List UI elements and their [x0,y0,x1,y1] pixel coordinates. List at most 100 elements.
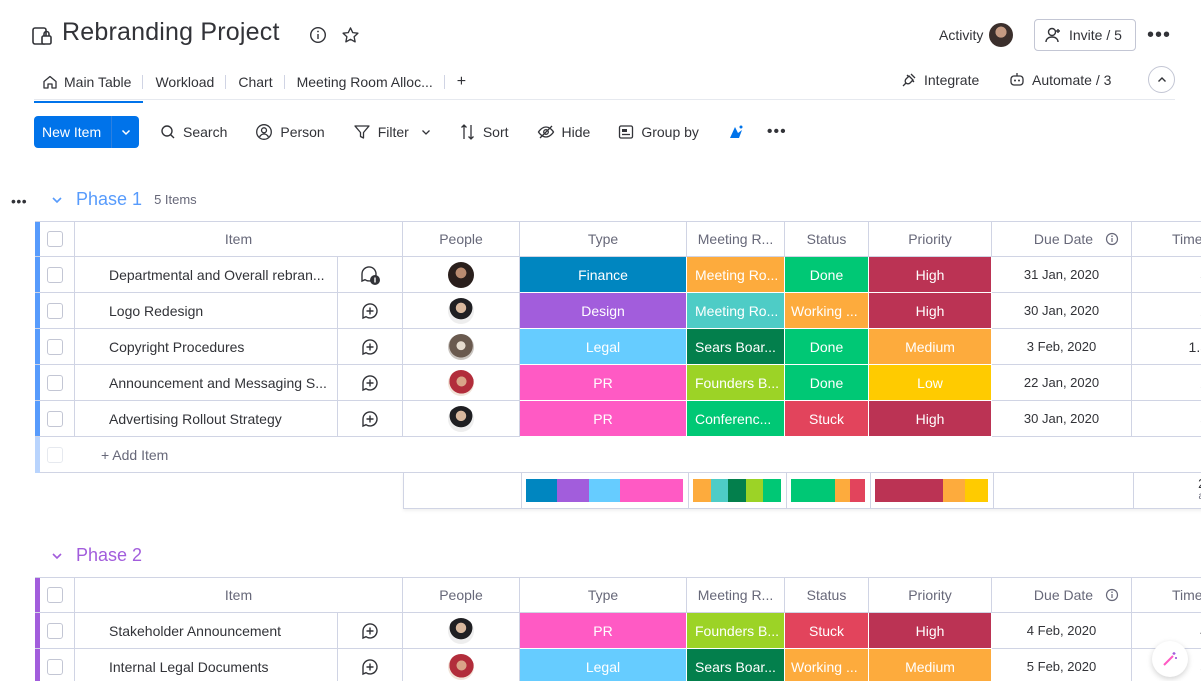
due-date-cell[interactable]: 31 Jan, 2020 [992,257,1132,293]
group-header-phase2[interactable]: Phase 2 [50,545,142,566]
conversation-count-icon[interactable] [359,264,381,286]
group-header-phase1[interactable]: Phase 1 5 Items [50,189,197,210]
people-cell[interactable] [403,257,520,293]
tab-main-table[interactable]: Main Table [34,67,144,103]
activity-button[interactable]: Activity [939,23,1014,47]
more-options-button[interactable]: ••• [767,123,787,141]
item-name-cell[interactable]: Stakeholder Announcement [75,613,338,649]
chevron-down-icon[interactable] [111,116,139,148]
meeting-room-label[interactable]: Meeting Ro... [687,257,785,293]
due-date-cell[interactable]: 30 Jan, 2020 [992,293,1132,329]
due-date-cell[interactable]: 4 Feb, 2020 [992,613,1132,649]
type-summary-bar[interactable] [526,479,683,502]
checkbox[interactable] [46,338,63,355]
board-title[interactable]: Rebranding Project [62,18,280,46]
item-name[interactable]: Copyright Procedures [109,338,245,355]
status-label[interactable]: Done [785,329,869,365]
add-update-icon[interactable] [360,409,380,429]
priority-label[interactable]: Low [869,365,992,401]
group-title[interactable]: Phase 2 [76,545,143,565]
checkbox[interactable] [46,587,63,603]
checkbox[interactable] [46,231,63,247]
type-status-label[interactable]: PR [520,401,687,437]
more-icon[interactable]: ••• [1147,23,1172,46]
updates-cell[interactable] [338,649,403,681]
invite-button[interactable]: Invite / 5 [1034,19,1136,51]
column-header-status[interactable]: Status [785,577,869,613]
item-name[interactable]: Internal Legal Documents [109,658,269,675]
info-icon[interactable] [308,25,328,45]
checkbox[interactable] [46,302,63,319]
add-item-label[interactable]: + Add Item [101,446,169,463]
status-label[interactable]: Working ... [785,293,869,329]
column-header-meeting[interactable]: Meeting R... [687,221,785,257]
type-status-label[interactable]: Legal [520,329,687,365]
status-label[interactable]: Stuck [785,613,869,649]
meeting-room-label[interactable]: Meeting Ro... [687,293,785,329]
people-cell[interactable] [403,293,520,329]
meeting-summary-bar[interactable] [693,479,781,502]
column-header-due[interactable]: Due Date [992,221,1132,257]
integrate-button[interactable]: Integrate [900,69,979,91]
checkbox[interactable] [47,446,63,463]
due-date-cell[interactable]: 5 Feb, 2020 [992,649,1132,681]
group-by-button[interactable]: Group by [618,124,699,140]
star-icon[interactable] [340,25,360,45]
people-cell[interactable] [403,365,520,401]
item-name[interactable]: Advertising Rollout Strategy [109,410,282,427]
select-all-checkbox[interactable] [35,577,75,613]
chevron-down-icon[interactable] [420,126,432,138]
add-tab-button[interactable]: + [445,67,478,97]
add-update-icon[interactable] [360,657,380,677]
item-name[interactable]: Logo Redesign [109,302,204,319]
floating-help-button[interactable] [1152,641,1188,677]
column-header-time[interactable]: Time [1132,577,1201,613]
add-update-icon[interactable] [360,337,380,357]
select-all-checkbox[interactable] [35,221,75,257]
info-icon[interactable] [1105,588,1119,602]
item-name[interactable]: Announcement and Messaging S... [109,374,327,391]
checkbox[interactable] [46,410,63,427]
time-cell[interactable]: 2 [1132,293,1201,329]
group-menu-icon[interactable]: ••• [11,193,28,209]
updates-cell[interactable] [338,257,403,293]
meeting-room-label[interactable]: Conferenc... [687,401,785,437]
updates-cell[interactable] [338,613,403,649]
item-name-cell[interactable]: Announcement and Messaging S... [75,365,338,401]
priority-label[interactable]: High [869,613,992,649]
tab-workload[interactable]: Workload [143,67,227,97]
checkbox[interactable] [46,266,63,283]
add-update-icon[interactable] [360,373,380,393]
group-title[interactable]: Phase 1 [76,189,143,209]
item-name-cell[interactable]: Logo Redesign [75,293,338,329]
new-item-button[interactable]: New Item [34,116,139,148]
column-header-item[interactable]: Item [75,221,403,257]
item-name[interactable]: Stakeholder Announcement [109,622,282,639]
time-cell[interactable]: 3 [1132,257,1201,293]
due-date-cell[interactable]: 30 Jan, 2020 [992,401,1132,437]
priority-label[interactable]: Medium [869,329,992,365]
person-button[interactable]: Person [255,123,325,141]
chevron-down-icon[interactable] [50,193,64,207]
type-status-label[interactable]: Legal [520,649,687,681]
people-cell[interactable] [403,329,520,365]
tab-chart[interactable]: Chart [226,67,285,97]
column-header-status[interactable]: Status [785,221,869,257]
people-cell[interactable] [403,613,520,649]
priority-summary-bar[interactable] [875,479,988,502]
time-cell[interactable]: 1.5 [1132,329,1201,365]
ai-assistant-button[interactable] [727,123,745,141]
column-header-priority[interactable]: Priority [869,221,992,257]
status-label[interactable]: Done [785,257,869,293]
type-status-label[interactable]: Finance [520,257,687,293]
meeting-room-label[interactable]: Founders B... [687,365,785,401]
column-header-type[interactable]: Type [520,221,687,257]
type-status-label[interactable]: PR [520,613,687,649]
meeting-room-label[interactable]: Sears Boar... [687,649,785,681]
column-header-people[interactable]: People [403,577,520,613]
updates-cell[interactable] [338,365,403,401]
chevron-down-icon[interactable] [50,549,64,563]
checkbox[interactable] [46,658,63,675]
add-update-icon[interactable] [360,301,380,321]
filter-button[interactable]: Filter [353,123,432,141]
